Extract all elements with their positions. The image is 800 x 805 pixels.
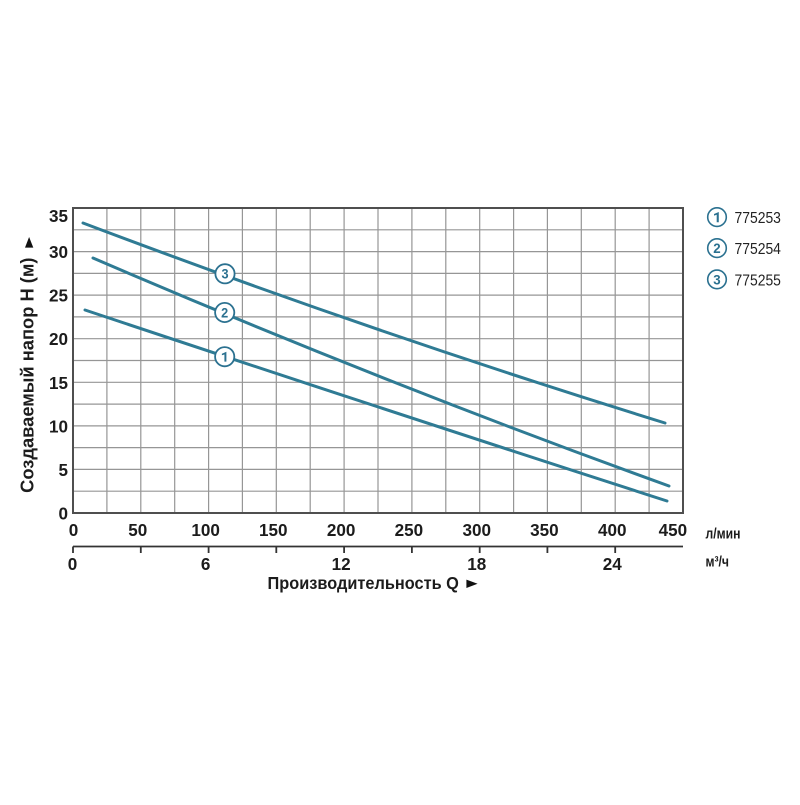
svg-text:0: 0 (58, 503, 68, 524)
svg-text:775254: 775254 (735, 240, 781, 258)
svg-text:л/мин: л/мин (706, 526, 741, 542)
svg-text:400: 400 (598, 520, 627, 541)
svg-text:6: 6 (201, 553, 211, 574)
svg-text:250: 250 (395, 520, 424, 541)
svg-text:20: 20 (49, 329, 68, 350)
svg-text:3: 3 (221, 266, 228, 281)
svg-text:2: 2 (221, 305, 228, 320)
svg-text:Создаваемый напор H (м): Создаваемый напор H (м) (17, 257, 38, 492)
svg-text:м³/ч: м³/ч (706, 553, 730, 569)
svg-text:10: 10 (49, 416, 68, 437)
svg-text:50: 50 (128, 520, 147, 541)
svg-text:25: 25 (49, 285, 68, 306)
svg-text:350: 350 (530, 520, 559, 541)
svg-text:0: 0 (68, 553, 78, 574)
svg-text:35: 35 (49, 206, 68, 227)
svg-text:200: 200 (327, 520, 356, 541)
svg-text:100: 100 (191, 520, 220, 541)
svg-text:2: 2 (713, 241, 721, 256)
svg-text:775255: 775255 (735, 272, 781, 290)
svg-text:150: 150 (259, 520, 288, 541)
svg-text:775253: 775253 (735, 209, 781, 227)
svg-text:24: 24 (603, 553, 622, 574)
svg-text:12: 12 (332, 553, 351, 574)
svg-text:18: 18 (467, 553, 486, 574)
svg-text:3: 3 (713, 272, 721, 287)
svg-text:5: 5 (58, 459, 68, 480)
svg-text:15: 15 (49, 372, 68, 393)
svg-text:Производительность Q: Производительность Q (268, 574, 459, 593)
svg-text:300: 300 (462, 520, 491, 541)
svg-text:450: 450 (659, 520, 688, 541)
svg-text:30: 30 (49, 242, 68, 263)
svg-text:0: 0 (69, 520, 79, 541)
